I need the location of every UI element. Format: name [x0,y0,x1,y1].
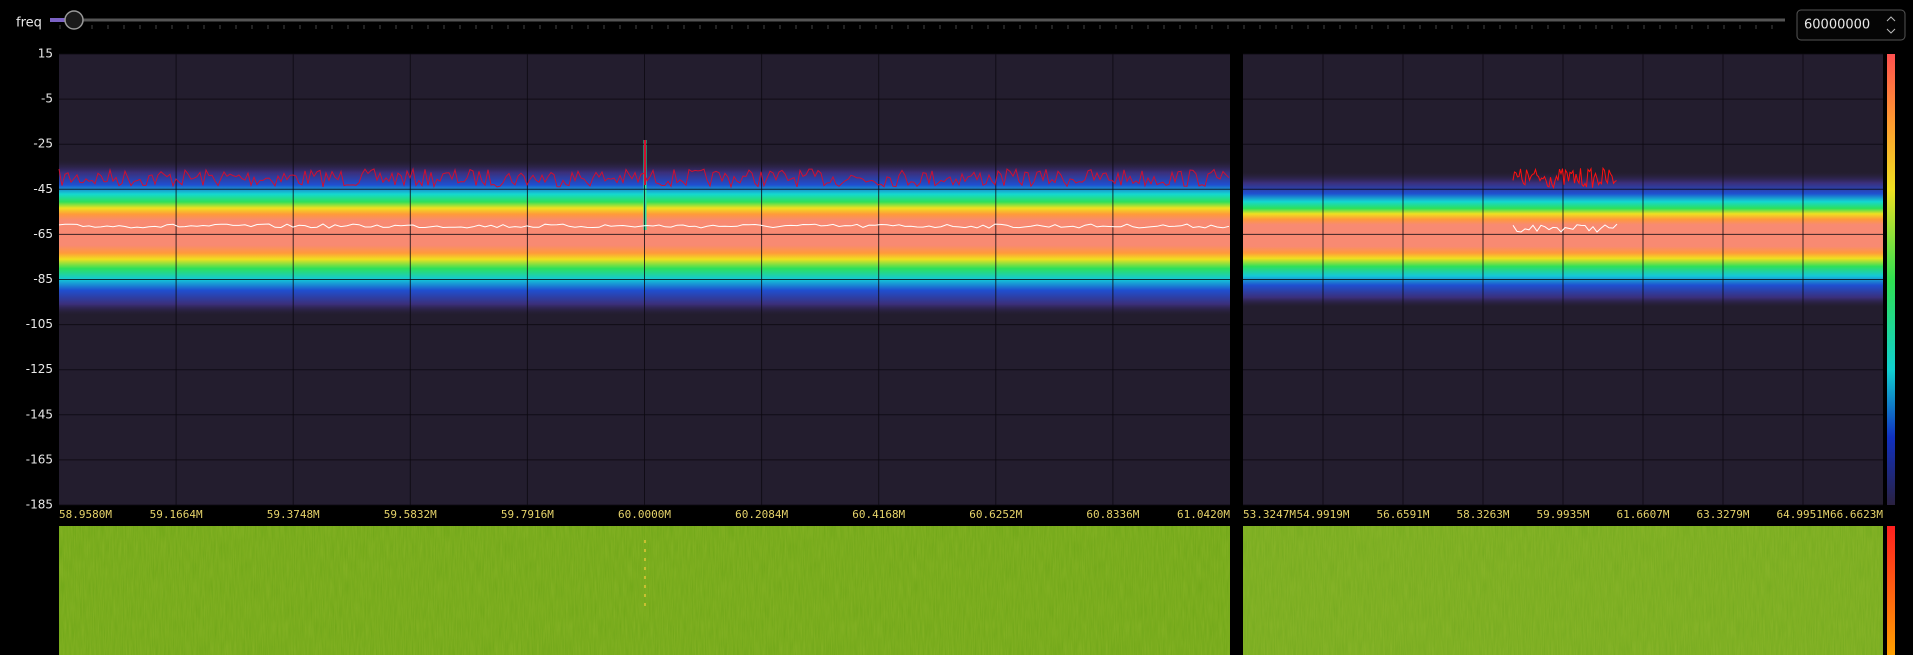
y-tick-label: -45 [33,182,53,196]
y-tick-label: -85 [33,272,53,286]
freq-input-value: 60000000 [1804,18,1870,33]
x-tick-label: 60.2084M [735,508,788,521]
waterfall-texture [59,526,1230,655]
x-tick-label: 61.6607M [1617,508,1670,521]
spinner[interactable] [1886,16,1896,34]
x-tick-label: 56.6591M [1377,508,1430,521]
y-tick-label: -165 [26,452,53,466]
y-tick-label: -105 [26,317,53,331]
traces [58,140,1618,233]
y-tick-label: -185 [26,498,53,512]
y-tick-label: -5 [41,92,53,106]
x-tick-label: 53.3247M [1243,508,1296,521]
y-tick-label: -145 [26,407,53,421]
y-tick-label: -65 [33,227,53,241]
x-tick-label: 58.9580M [59,508,112,521]
x-tick-label: 54.9919M [1297,508,1350,521]
x-tick-label: 60.6252M [969,508,1022,521]
x-tick-label: 59.1664M [150,508,203,521]
x-tick-label: 66.6623M [1830,508,1883,521]
y-tick-label: -25 [33,137,53,151]
x-tick-label: 59.7916M [501,508,554,521]
x-tick-label: 61.0420M [1177,508,1230,521]
freq-label: freq [16,16,42,31]
x-tick-label: 64.9951M [1777,508,1830,521]
x-tick-label: 59.3748M [267,508,320,521]
overview-max-trace [1512,166,1617,190]
x-tick-label: 58.3263M [1457,508,1510,521]
x-tick-label: 60.0000M [618,508,671,521]
x-tick-label: 60.8336M [1086,508,1139,521]
overview-waterfall-texture [1243,526,1883,655]
grid [59,53,1883,506]
x-tick-label: 60.4168M [852,508,905,521]
overview-avg-trace [1512,223,1618,233]
colorbar [1887,54,1895,505]
freq-input[interactable] [1796,9,1906,41]
waterfall-colorbar [1887,526,1895,655]
avg-trace [58,223,1230,229]
x-tick-label: 63.3279M [1697,508,1750,521]
slider-ticks [59,25,1773,29]
x-tick-label: 59.9935M [1537,508,1590,521]
x-tick-label: 59.5832M [384,508,437,521]
y-tick-label: -125 [26,362,53,376]
y-tick-label: 15 [38,47,53,61]
slider-knob[interactable] [64,10,84,30]
